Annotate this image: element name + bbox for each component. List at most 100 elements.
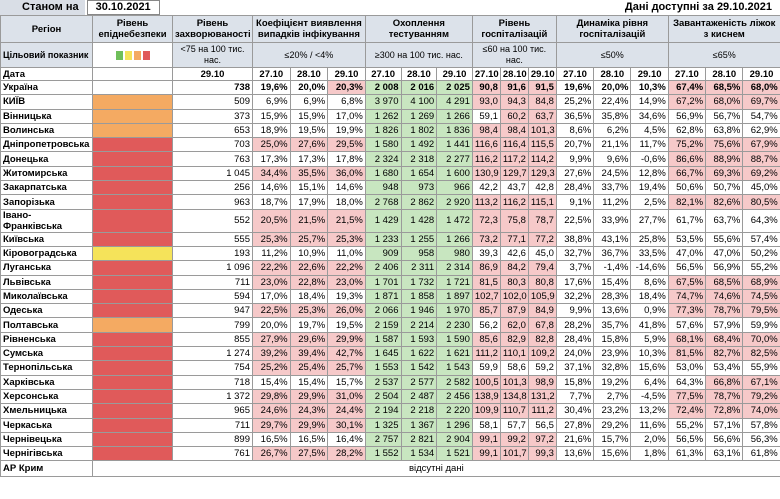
value: 594 — [172, 288, 253, 305]
value: 61,8% — [742, 446, 780, 462]
value: 67,5% — [667, 274, 707, 290]
value: 2 230 — [436, 317, 473, 333]
value: 98,9 — [527, 374, 557, 390]
value: 7,7% — [555, 388, 595, 405]
value: 1 372 — [172, 388, 253, 405]
value: 8,6% — [555, 122, 595, 139]
value: 19,5% — [327, 317, 366, 333]
value: 2 537 — [364, 374, 402, 390]
value: 1 600 — [436, 165, 473, 182]
region-row: Чернігівська 761 26,7% 27,5% 28,2% 1 552 1 534… — [0, 446, 780, 462]
region-row: Херсонська 1 372 29,8% 29,9% 31,0% 2 504 2 487… — [0, 388, 780, 405]
value: 82,7% — [705, 346, 744, 362]
target-value: ≤20% / <4% — [252, 42, 366, 68]
region-row: Луганська 1 096 22,2% 22,6% 22,2% 2 406 2 311 2… — [0, 260, 780, 276]
value: 134,8 — [499, 388, 529, 405]
level-swatch — [92, 431, 173, 448]
value: 25,3% — [252, 231, 291, 247]
value: 17,6% — [555, 274, 595, 290]
value: 23,9% — [593, 346, 632, 362]
value: 1 325 — [364, 417, 402, 433]
value: 28,3% — [593, 288, 632, 305]
value: 99,1 — [471, 431, 501, 448]
value: 34,4% — [252, 165, 291, 182]
value: 62,9% — [742, 122, 780, 139]
value: 2 324 — [364, 151, 402, 167]
level-swatch — [92, 388, 173, 405]
value: 19,7% — [289, 317, 329, 333]
value: 18,9% — [252, 122, 291, 139]
value: 16,4% — [327, 431, 366, 448]
value: 36,5% — [555, 108, 595, 124]
value: 114,2 — [527, 151, 557, 167]
col-header: Регіон — [0, 15, 93, 43]
value: 28,4% — [555, 331, 595, 348]
value: 509 — [172, 94, 253, 110]
region: Київська — [0, 231, 93, 247]
value: 1 721 — [436, 274, 473, 290]
value: 1 826 — [364, 122, 402, 139]
region: Хмельницька — [0, 403, 93, 419]
missing-text: відсутні дані — [92, 460, 780, 478]
value: 68,5% — [705, 79, 744, 96]
value: 33,7% — [593, 180, 632, 196]
level-swatch — [92, 417, 173, 433]
value: 62,8% — [667, 122, 707, 139]
as-of-label: Станом на — [0, 0, 85, 15]
value: 552 — [172, 208, 253, 233]
value: 4,5% — [630, 122, 669, 139]
value: 27,5% — [289, 446, 329, 462]
value: 25,3% — [327, 231, 366, 247]
value: 27,6% — [289, 137, 329, 153]
value: 57,9% — [705, 317, 744, 333]
value: 82,5% — [742, 346, 780, 362]
value: 909 — [364, 245, 402, 262]
value: 1 262 — [364, 108, 402, 124]
value: 20,0% — [593, 79, 632, 96]
as-of-date: 30.10.2021 — [86, 0, 160, 15]
value: 2 904 — [436, 431, 473, 448]
value: 53,4% — [705, 360, 744, 376]
value: 22,8% — [289, 274, 329, 290]
value: 30,4% — [555, 403, 595, 419]
value: 56,5% — [667, 431, 707, 448]
value: 45,0 — [527, 245, 557, 262]
region-row: Миколаївська 594 17,0% 18,4% 19,3% 1 871 1 858… — [0, 288, 780, 305]
value: 117,2 — [499, 151, 529, 167]
value: 711 — [172, 417, 253, 433]
value: 66,8% — [705, 374, 744, 390]
value: 116,2 — [499, 194, 529, 210]
value: 29,9% — [289, 388, 329, 405]
value: 1 871 — [364, 288, 402, 305]
value: 25,2% — [252, 360, 291, 376]
value: 78,7% — [705, 303, 744, 319]
value: 33,5% — [630, 245, 669, 262]
value: 84,9 — [527, 303, 557, 319]
value: 29,5% — [327, 137, 366, 153]
value: 718 — [172, 374, 253, 390]
level-swatch — [92, 360, 173, 376]
value: 50,2% — [742, 245, 780, 262]
value: 193 — [172, 245, 253, 262]
value: 373 — [172, 108, 253, 124]
value: 68,4% — [705, 331, 744, 348]
value: 91,6 — [499, 79, 529, 96]
date: 28.10 — [400, 67, 438, 81]
value: 23,0% — [252, 274, 291, 290]
value: 75,2% — [667, 137, 707, 153]
value: 19,9% — [327, 122, 366, 139]
value: 74,7% — [667, 288, 707, 305]
value: 63,1% — [705, 446, 744, 462]
value: 1 732 — [400, 274, 438, 290]
date: 28.10 — [289, 67, 329, 81]
value: 6,4% — [630, 374, 669, 390]
value: 2 504 — [364, 388, 402, 405]
value: 1 429 — [364, 208, 402, 233]
data-available: Дані доступні за 29.10.2021 — [625, 0, 772, 15]
region: Волинська — [0, 122, 93, 139]
value: 11,0% — [327, 245, 366, 262]
value: 2 218 — [400, 403, 438, 419]
value: 25,7% — [289, 231, 329, 247]
region: Харківська — [0, 374, 93, 390]
data-date: 29.10.2021 — [716, 1, 772, 13]
